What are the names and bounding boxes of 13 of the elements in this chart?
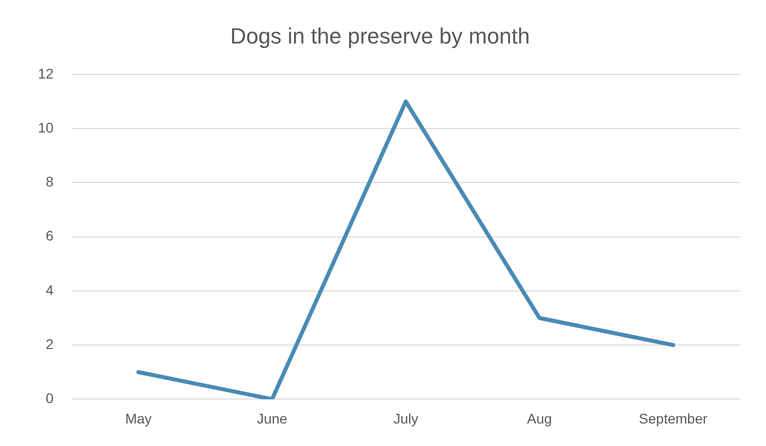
x-tick-label: June [256, 410, 288, 426]
chart-title: Dogs in the preserve by month [230, 23, 530, 48]
x-tick-label: July [393, 410, 418, 426]
y-tick-label: 10 [38, 119, 54, 136]
y-tick-label: 8 [46, 174, 54, 190]
x-tick-label: Aug [527, 410, 552, 426]
y-tick-label: 12 [38, 65, 54, 82]
y-tick-label: 6 [46, 228, 54, 244]
y-tick-label: 0 [46, 390, 54, 406]
x-tick-label: May [125, 410, 152, 426]
y-tick-label: 4 [46, 282, 54, 298]
x-tick-label: September [638, 410, 708, 426]
y-tick-label: 2 [46, 336, 54, 352]
